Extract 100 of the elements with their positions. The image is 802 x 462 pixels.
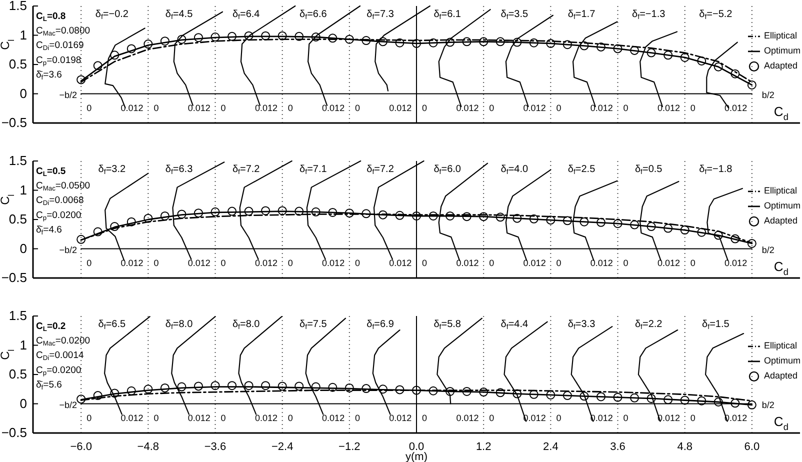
annotation: C$_{Mac}$=0.0200 bbox=[36, 335, 90, 348]
y-tick-label: 1 bbox=[20, 182, 27, 198]
annotation: δ$_{f}$=−1.3 bbox=[632, 8, 666, 22]
annotation: δ$_{f}$=2.5 bbox=[568, 164, 596, 176]
annotation: C$_{Mac}$=0.0500 bbox=[36, 180, 90, 193]
x-tick-label: −1.2 bbox=[338, 440, 360, 453]
y-tick-label: 0 bbox=[20, 396, 27, 411]
annotation: δ$_{f}$=6.9 bbox=[366, 318, 394, 332]
annotation: C$_{Di}$=0.0068 bbox=[36, 194, 84, 208]
annotation: C$_{Di}$=0.0014 bbox=[36, 350, 84, 362]
annotation: 0 bbox=[556, 413, 562, 424]
x-tick-label: −6.0 bbox=[70, 440, 92, 453]
annotation: b/2 bbox=[762, 90, 774, 100]
annotation: −b/2 bbox=[59, 90, 78, 100]
annotation: δ$_{f}$=−0.2 bbox=[95, 8, 129, 22]
legend-label: Adapted bbox=[764, 216, 798, 226]
annotation: −b/2 bbox=[59, 400, 78, 410]
annotation: 0.012 bbox=[523, 103, 546, 114]
annotation: δ$_{f}$=4.5 bbox=[165, 8, 194, 22]
annotation: 0 bbox=[86, 103, 92, 114]
annotation: δ̄$_{f}$=3.6 bbox=[36, 68, 62, 82]
annotation: 0.012 bbox=[254, 258, 278, 268]
annotation: C$_{d}$ bbox=[774, 259, 788, 278]
annotation: δ$_{f}$=7.3 bbox=[366, 8, 394, 22]
y-tick-label: 0 bbox=[20, 240, 27, 256]
annotation: C$_{p}$=0.0198 bbox=[36, 54, 82, 68]
annotation: 0.012 bbox=[322, 258, 345, 268]
y-tick-label: −0.5 bbox=[1, 270, 27, 286]
annotation: 0 bbox=[556, 258, 562, 268]
annotation: δ$_{f}$=7.2 bbox=[232, 164, 260, 176]
x-tick-label: 3.6 bbox=[610, 440, 626, 453]
annotation: δ$_{f}$=6.3 bbox=[165, 164, 194, 176]
annotation: 0 bbox=[489, 258, 494, 268]
annotation: −b/2 bbox=[59, 245, 78, 256]
annotation: δ$_{f}$=7.1 bbox=[300, 164, 328, 176]
annotation: C$_{L}$=0.5 bbox=[36, 166, 66, 178]
annotation: C$_{d}$ bbox=[774, 104, 788, 122]
annotation: 0 bbox=[220, 413, 226, 424]
legend-label: Adapted bbox=[764, 370, 798, 381]
legend-label: Elliptical bbox=[764, 340, 798, 351]
annotation: 0 bbox=[86, 413, 92, 424]
annotation: 0.012 bbox=[724, 258, 748, 268]
annotation: 0 bbox=[489, 413, 494, 424]
annotation: C$_{p}$=0.0200 bbox=[36, 364, 82, 378]
annotation: δ$_{f}$=7.2 bbox=[366, 164, 394, 176]
legend-label: Optimum bbox=[764, 46, 801, 56]
annotation: 0 bbox=[354, 258, 360, 268]
annotation: C$_{Di}$=0.0169 bbox=[36, 40, 84, 52]
annotation: 0.012 bbox=[456, 258, 479, 268]
annotation: δ$_{f}$=8.0 bbox=[232, 318, 260, 332]
annotation: C$_{L}$=0.2 bbox=[36, 320, 66, 334]
legend-label: Optimum bbox=[764, 356, 801, 366]
annotation: 0 bbox=[690, 258, 696, 268]
annotation: δ̄$_{f}$=4.6 bbox=[36, 224, 62, 237]
x-tick-label: 2.4 bbox=[543, 440, 558, 453]
annotation: 0.012 bbox=[389, 413, 412, 424]
annotation: 0 bbox=[690, 413, 696, 424]
annotation: 0.012 bbox=[523, 258, 546, 268]
y-tick-label: 0 bbox=[20, 86, 27, 101]
x-tick-label: 0.0 bbox=[408, 440, 424, 453]
annotation: 0.012 bbox=[188, 413, 210, 424]
annotation: 0.012 bbox=[657, 258, 680, 268]
legend-label: Adapted bbox=[764, 60, 798, 71]
legend-label: Elliptical bbox=[764, 186, 798, 196]
annotation: δ$_{f}$=8.0 bbox=[165, 318, 194, 332]
annotation: 0 bbox=[690, 103, 696, 114]
annotation: 0.012 bbox=[254, 103, 278, 114]
annotation: 0 bbox=[422, 258, 428, 268]
annotation: 0.012 bbox=[657, 103, 680, 114]
y-tick-label: −0.5 bbox=[1, 425, 27, 440]
annotation: 0 bbox=[288, 413, 293, 424]
y-tick-label: 0.5 bbox=[8, 56, 27, 72]
annotation: 0.012 bbox=[120, 103, 144, 114]
annotation: 0.012 bbox=[254, 413, 278, 424]
x-tick-label: 6.0 bbox=[744, 440, 760, 453]
annotation: C$_{p}$=0.0200 bbox=[36, 209, 82, 222]
y-tick-label: −0.5 bbox=[1, 115, 27, 130]
annotation: δ$_{f}$=6.5 bbox=[98, 318, 126, 332]
annotation: 0 bbox=[422, 103, 428, 114]
annotation: 0.012 bbox=[456, 413, 479, 424]
annotation: δ$_{f}$=4.0 bbox=[500, 164, 529, 176]
annotation: 0.012 bbox=[456, 103, 479, 114]
x-tick-label: −3.6 bbox=[204, 440, 226, 453]
y-tick-label: 1.5 bbox=[8, 308, 27, 324]
annotation: 0 bbox=[489, 103, 494, 114]
annotation: δ$_{f}$=7.5 bbox=[300, 318, 328, 332]
annotation: 0.012 bbox=[590, 103, 613, 114]
annotation: 0 bbox=[220, 103, 226, 114]
annotation: 0 bbox=[86, 258, 92, 268]
x-tick-label: −4.8 bbox=[137, 440, 160, 453]
annotation: 0.012 bbox=[322, 413, 345, 424]
x-axis-title: y(m) bbox=[406, 451, 428, 462]
annotation: 0 bbox=[422, 413, 428, 424]
x-tick-label: −2.4 bbox=[271, 440, 294, 453]
annotation: 0 bbox=[220, 258, 226, 268]
annotation: δ$_{f}$=−5.2 bbox=[699, 8, 733, 22]
annotation: 0.012 bbox=[389, 258, 412, 268]
annotation: b/2 bbox=[762, 245, 774, 256]
y-tick-label: 1.5 bbox=[8, 153, 27, 168]
annotation: 0 bbox=[354, 103, 360, 114]
